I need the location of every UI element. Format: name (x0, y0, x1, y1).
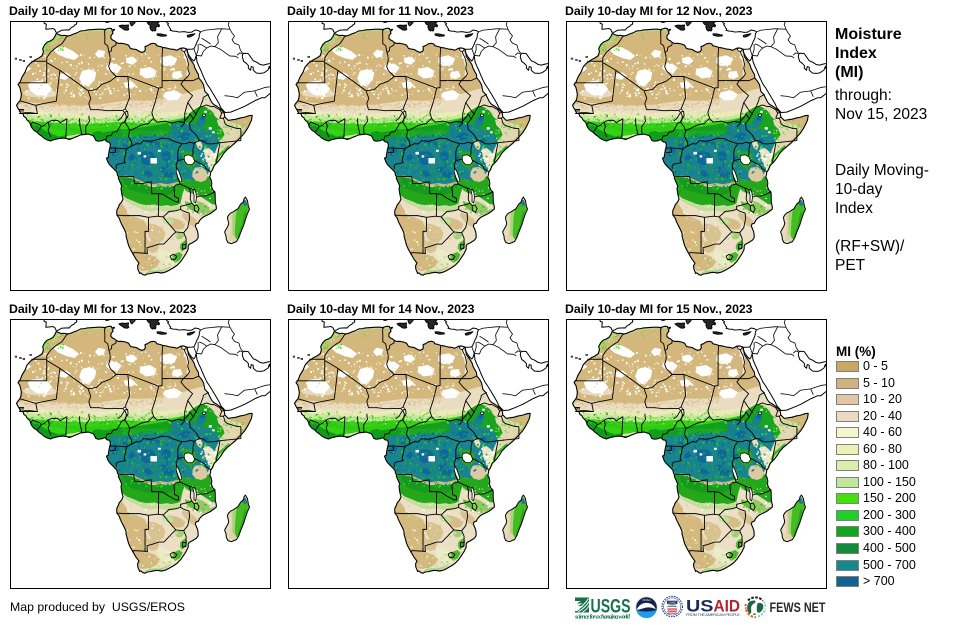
svg-text:USAID: USAID (669, 601, 677, 604)
svg-text:AID: AID (714, 597, 741, 616)
svg-text:FEWS NET: FEWS NET (770, 600, 826, 615)
svg-text:science for a changing world: science for a changing world (574, 613, 631, 619)
svg-text:USGS: USGS (591, 596, 631, 617)
svg-text:US: US (686, 597, 714, 616)
svg-text:FROM THE AMERICAN PEOPLE: FROM THE AMERICAN PEOPLE (686, 612, 740, 617)
svg-text:NOAA: NOAA (643, 598, 651, 602)
